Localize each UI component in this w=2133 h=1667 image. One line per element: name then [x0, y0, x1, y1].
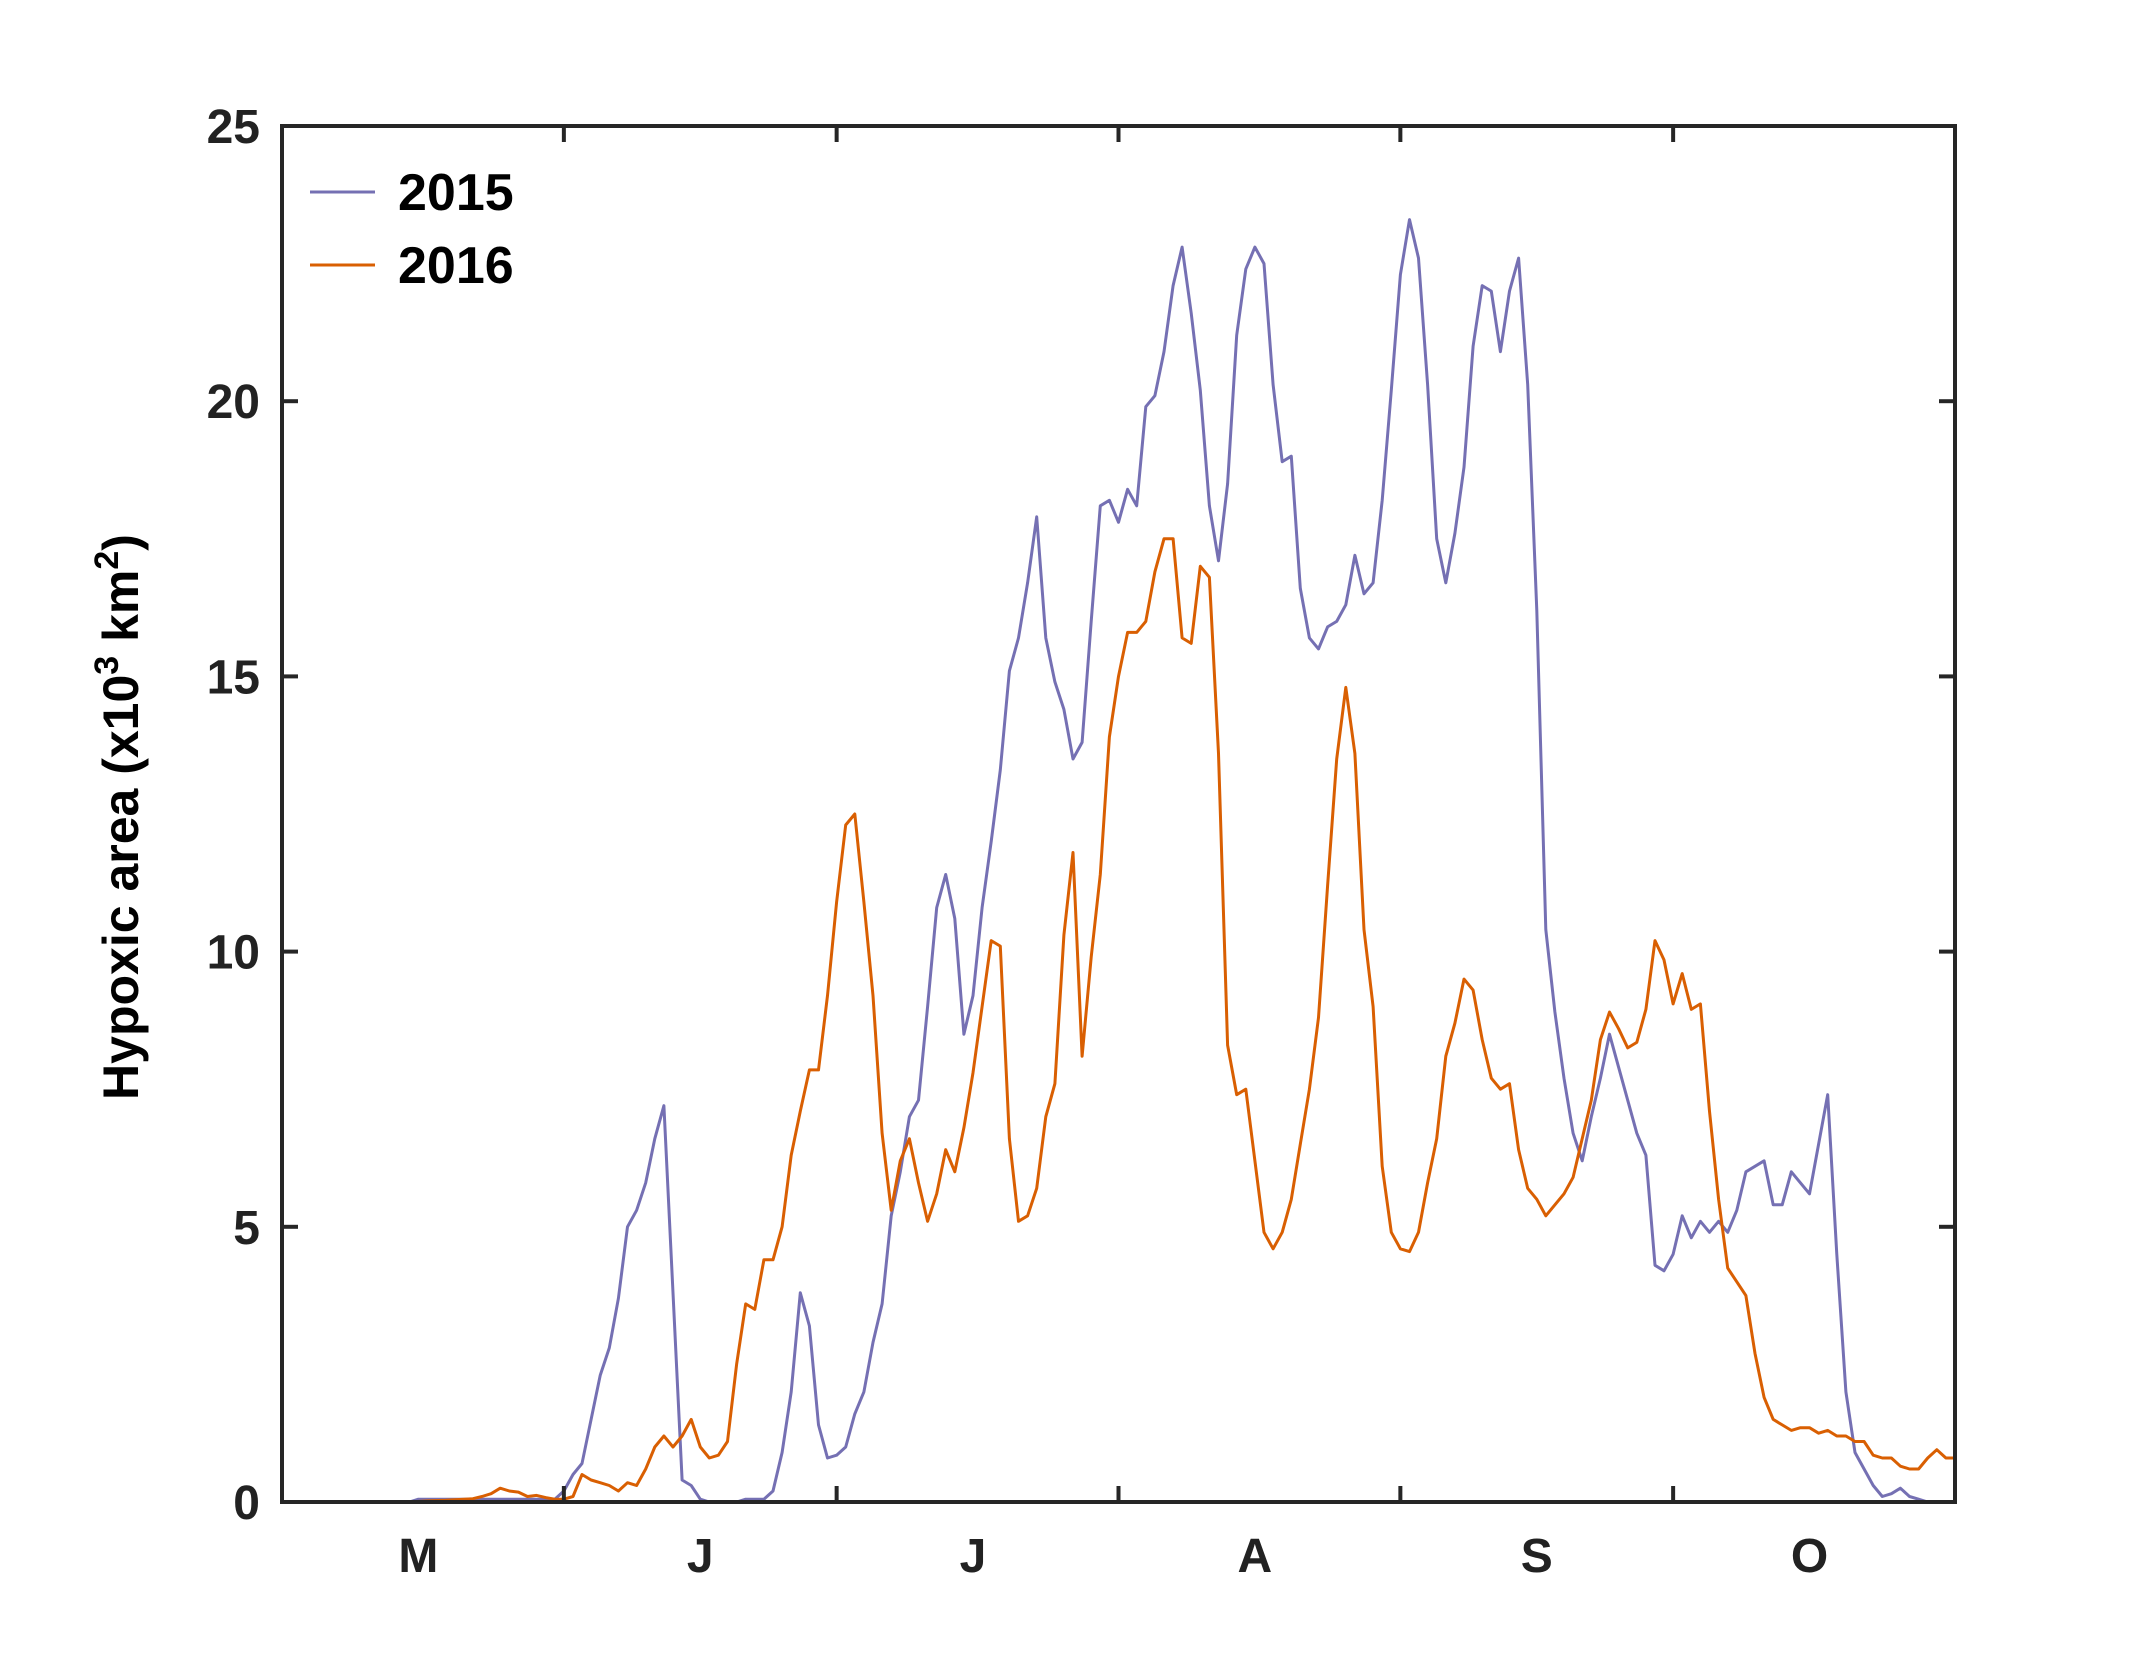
x-month-label: M — [398, 1530, 438, 1583]
y-axis-title: Hypoxic area (x103 km2) — [88, 534, 149, 1100]
series-line-2015 — [408, 218, 1929, 1504]
series-line-2016 — [409, 537, 1955, 1504]
x-month-label: A — [1238, 1530, 1273, 1583]
y-tick-label: 15 — [207, 651, 260, 704]
y-tick-label: 25 — [207, 101, 260, 154]
y-tick-label: 0 — [233, 1477, 260, 1530]
x-month-label: O — [1791, 1530, 1828, 1583]
legend-label-2016: 2016 — [398, 237, 514, 295]
legend-label-2015: 2015 — [398, 164, 514, 222]
y-tick-labels: 0 5 10 15 20 25 — [207, 101, 260, 1530]
y-tick-label: 10 — [207, 927, 260, 980]
x-month-label: J — [960, 1530, 987, 1583]
x-month-label: S — [1521, 1530, 1553, 1583]
plot-lines — [408, 218, 1955, 1504]
y-tick-label: 20 — [207, 376, 260, 429]
y-tick-label: 5 — [233, 1202, 260, 1255]
legend: 2015 2016 — [310, 164, 514, 295]
x-month-label: J — [687, 1530, 714, 1583]
axes — [280, 124, 1957, 1504]
